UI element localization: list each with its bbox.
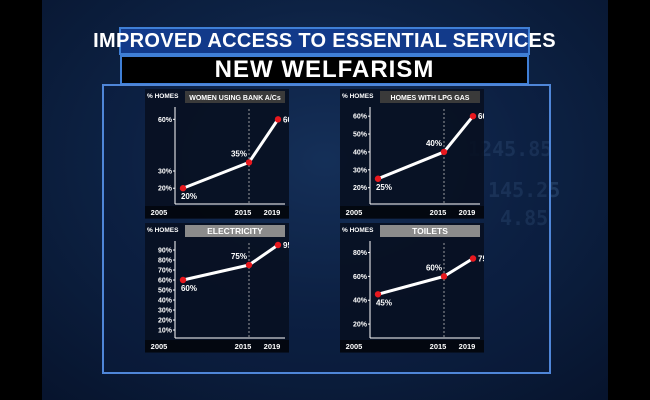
- data-point: [274, 116, 282, 123]
- y-tick-label: 20%: [353, 185, 368, 192]
- data-label: 40%: [426, 139, 442, 148]
- x-tick-label: 2015: [235, 342, 252, 351]
- chart-title: ELECTRICITY: [207, 226, 263, 236]
- y-tick-label: 70%: [158, 268, 173, 275]
- x-tick-label: 2005: [151, 208, 168, 217]
- chart-title-box: [380, 91, 480, 103]
- data-point: [245, 261, 253, 269]
- chart-panel-lpg-gas: % HOMES HOMES WITH LPG GAS 20% 30% 40% 50% 60%…: [340, 89, 494, 219]
- data-point: [374, 291, 382, 298]
- chart-bank-accounts: % HOMES WOMEN USING BANK A/Cs 20% 30% 60% 200…: [145, 91, 299, 218]
- data-point: [469, 255, 477, 262]
- y-tick-label: 30%: [158, 169, 173, 176]
- y-axis-label: % HOMES: [147, 227, 179, 234]
- x-tick-label: 2005: [346, 342, 363, 351]
- y-tick-label: 60%: [353, 274, 368, 281]
- x-label-band: [145, 340, 289, 352]
- x-label-band: [340, 340, 484, 352]
- data-point: [469, 112, 477, 120]
- y-tick-label: 60%: [158, 117, 173, 124]
- x-tick-label: 2015: [235, 208, 252, 217]
- data-label: 45%: [376, 298, 392, 307]
- chart-title: TOILETS: [412, 226, 448, 236]
- y-tick-label: 50%: [158, 288, 173, 295]
- y-tick-label: 60%: [158, 278, 173, 285]
- data-label: 20%: [181, 192, 197, 201]
- right-letterbox: [608, 0, 650, 400]
- data-label: 35%: [231, 149, 247, 158]
- data-label: 60%: [478, 112, 484, 121]
- y-tick-label: 20%: [158, 318, 173, 325]
- data-point: [440, 148, 448, 156]
- series-line: [182, 243, 279, 282]
- chart-panel-bank-accounts: % HOMES WOMEN USING BANK A/Cs 20% 30% 60% 200…: [145, 89, 299, 219]
- y-tick-label: 90%: [158, 248, 173, 255]
- headline-banner: IMPROVED ACCESS TO ESSENTIAL SERVICES: [93, 27, 556, 55]
- data-label: 60%: [283, 115, 289, 124]
- y-tick-label: 50%: [353, 132, 368, 139]
- data-point: [245, 159, 253, 166]
- data-point: [274, 241, 282, 249]
- x-tick-label: 2015: [430, 342, 447, 351]
- y-tick-label: 30%: [158, 308, 173, 315]
- y-tick-label: 60%: [353, 114, 368, 121]
- y-axis-label: % HOMES: [147, 93, 179, 100]
- y-tick-label: 40%: [158, 298, 173, 305]
- data-label: 25%: [376, 183, 392, 192]
- x-label-band: [340, 206, 484, 218]
- background-number: 4.85: [500, 206, 549, 230]
- chart-lpg-gas: % HOMES HOMES WITH LPG GAS 20% 30% 40% 50% 60%…: [340, 91, 494, 218]
- y-tick-label: 40%: [353, 298, 368, 305]
- chart-title-box: [380, 225, 480, 237]
- x-tick-label: 2019: [459, 208, 476, 217]
- chart-toilets: % HOMES TOILETS 20% 40% 60% 80% 2005 2015 2019 45…: [340, 225, 494, 352]
- left-letterbox: [0, 0, 42, 400]
- y-tick-label: 10%: [158, 328, 173, 335]
- x-tick-label: 2019: [264, 208, 281, 217]
- data-point: [179, 185, 187, 192]
- data-label: 60%: [426, 263, 442, 272]
- data-label: 75%: [478, 255, 484, 264]
- x-tick-label: 2005: [151, 342, 168, 351]
- y-tick-label: 40%: [353, 149, 368, 156]
- chart-electricity: % HOMES ELECTRICITY 10% 20% 30% 40% 50% 60% 70% 8…: [145, 225, 299, 352]
- chart-title: WOMEN USING BANK A/Cs: [189, 95, 281, 102]
- x-tick-label: 2015: [430, 208, 447, 217]
- y-axis-label: % HOMES: [342, 93, 374, 100]
- chart-title: HOMES WITH LPG GAS: [391, 95, 470, 102]
- x-tick-label: 2019: [264, 342, 281, 351]
- chart-title-box: [185, 225, 285, 237]
- chart-panel-electricity: % HOMES ELECTRICITY 10% 20% 30% 40% 50% 60% 70% 8…: [145, 223, 299, 353]
- y-tick-label: 20%: [158, 186, 173, 193]
- data-label: 95%: [283, 241, 289, 250]
- x-tick-label: 2005: [346, 208, 363, 217]
- chart-title-box: [185, 91, 285, 103]
- y-tick-label: 30%: [353, 167, 368, 174]
- data-label: 60%: [181, 284, 197, 293]
- y-tick-label: 20%: [353, 322, 368, 329]
- subtitle-banner: NEW WELFARISM: [120, 55, 529, 85]
- background-number: 145.25: [488, 178, 561, 202]
- data-point: [440, 273, 448, 280]
- y-axis-label: % HOMES: [342, 227, 374, 234]
- x-label-band: [145, 206, 289, 218]
- chart-panel-toilets: % HOMES TOILETS 20% 40% 60% 80% 2005 2015 2019 45…: [340, 223, 494, 353]
- data-label: 75%: [231, 252, 247, 261]
- data-point: [374, 175, 382, 182]
- y-tick-label: 80%: [353, 250, 368, 257]
- x-tick-label: 2019: [459, 342, 476, 351]
- y-tick-label: 80%: [158, 258, 173, 265]
- data-point: [179, 276, 187, 284]
